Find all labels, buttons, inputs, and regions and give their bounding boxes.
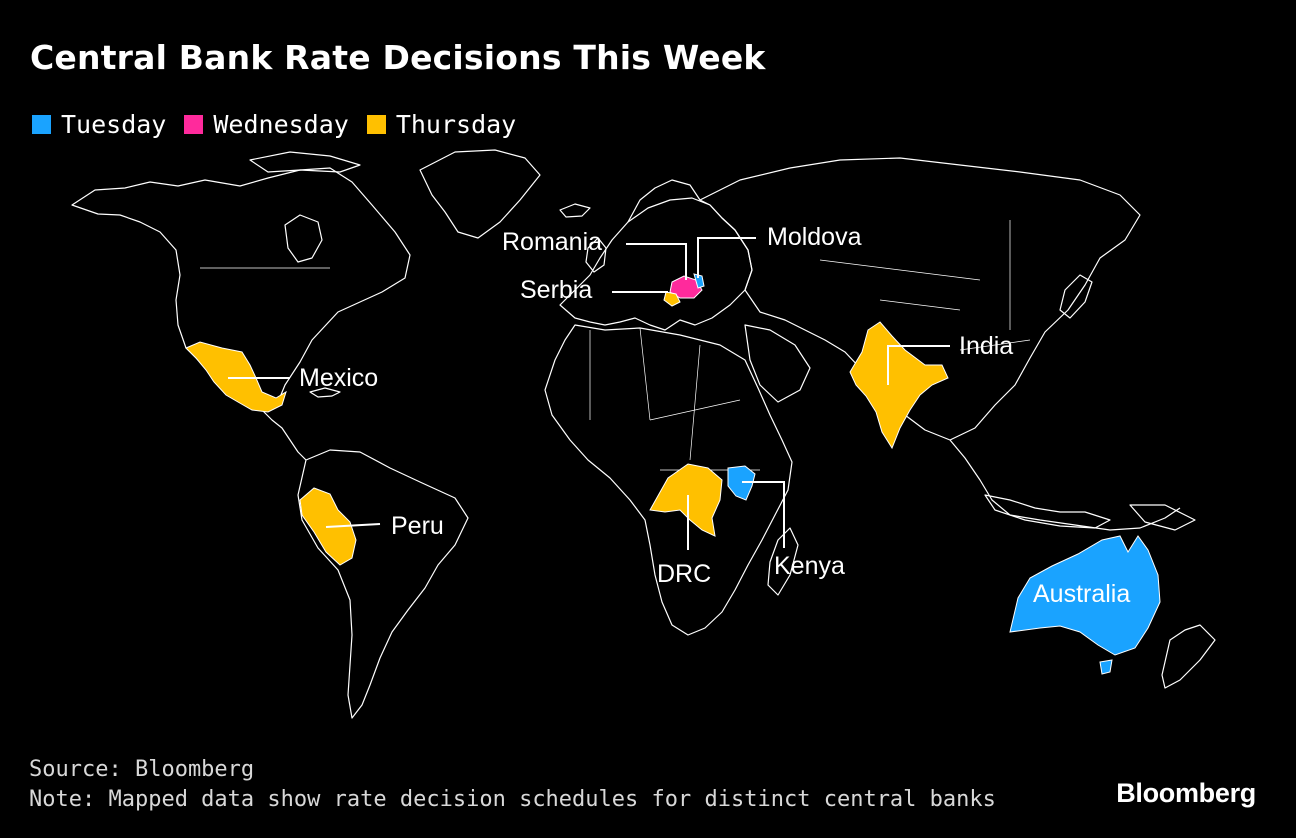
leader-romania [626,243,687,280]
source-note: Source: Bloomberg [29,757,255,782]
new-guinea-outline [1129,504,1196,531]
world-map: Romania Moldova Serbia Mexico India Peru… [0,140,1296,730]
country-kenya [727,465,756,501]
legend-item-thursday: Thursday [366,109,517,139]
label-kenya: Kenya [774,552,845,580]
new-zealand-outline [1161,624,1216,689]
label-serbia: Serbia [520,276,593,304]
legend-swatch-wednesday [184,114,204,134]
europe-outline [559,197,753,331]
southeast-asia-outline [949,439,1181,531]
country-australia [1009,535,1161,656]
country-drc [649,463,723,537]
country-moldova [693,273,705,289]
iceland-outline [559,203,591,218]
caribbean-outline [309,387,341,398]
asia-outline [699,157,1141,441]
chart-title: Central Bank Rate Decisions This Week [30,38,766,77]
leader-lines [228,237,950,550]
indonesia-outline [984,494,1111,529]
bloomberg-logo: Bloomberg [1116,778,1256,808]
legend-item-tuesday: Tuesday [32,110,166,139]
uk-outline [585,237,607,273]
legend: Tuesday Wednesday Thursday [32,108,534,140]
japan-outline [1059,274,1093,319]
legend-label-wednesday: Wednesday [213,109,349,139]
arctic-islands-outline [249,151,361,173]
world-map-svg [71,149,1216,719]
leader-peru [325,523,381,528]
legend-label-tuesday: Tuesday [61,109,167,139]
greenland-outline [419,149,541,239]
central-america-outline [261,409,307,461]
legend-swatch-thursday [366,114,386,134]
country-australia-tasmania [1099,659,1113,675]
leader-moldova [697,237,756,278]
country-serbia [663,291,681,307]
arabia-outline [744,324,811,403]
legend-item-wednesday: Wednesday [184,109,349,139]
south-america-outline [297,449,469,719]
label-moldova: Moldova [767,223,862,251]
africa-outline [544,324,793,636]
legend-swatch-tuesday [32,114,51,134]
leader-kenya [742,481,785,548]
hudson-bay-outline [284,214,323,263]
scandinavia-outline [627,179,701,223]
land-outlines [71,149,1216,719]
footnote: Note: Mapped data show rate decision sch… [29,787,996,812]
label-drc: DRC [657,560,712,588]
label-australia: Australia [1033,580,1131,608]
north-america-outline [71,167,411,411]
legend-label-thursday: Thursday [395,109,517,139]
label-mexico: Mexico [299,364,379,392]
label-peru: Peru [391,512,444,540]
label-india: India [959,332,1014,360]
leader-india [887,345,950,385]
label-romania: Romania [502,228,603,256]
country-india [849,321,949,450]
madagascar-outline [767,527,799,596]
